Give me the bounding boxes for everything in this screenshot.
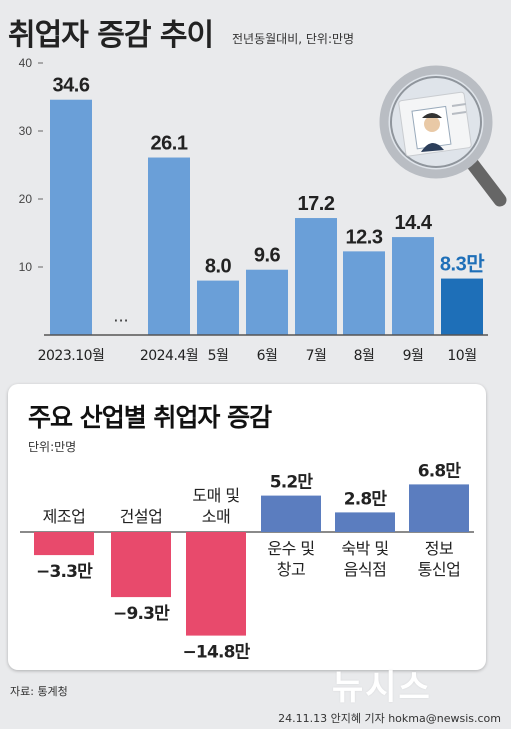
bar — [246, 269, 288, 335]
x-tick-label: 5월 — [208, 348, 229, 364]
bar — [50, 99, 92, 335]
bar-value-label: 17.2 — [298, 193, 335, 215]
page-title: 취업자 증감 추이 — [8, 18, 214, 53]
industry-panel-unit: 단위:만명 — [28, 440, 77, 454]
bar — [295, 218, 337, 335]
watermark-logo: 뉴시스 — [332, 668, 432, 708]
y-tick-label: 40 — [19, 56, 33, 70]
bar-value-label: 8.0 — [205, 256, 232, 278]
x-tick-label: 8월 — [354, 348, 375, 364]
bar-value-label: 14.4 — [395, 212, 433, 234]
x-tick-label: 9월 — [403, 348, 424, 364]
x-tick-label: 2024.4월 — [140, 348, 198, 364]
bar-value-label: 8.3만 — [440, 253, 485, 276]
bar-value-label: 9.6 — [254, 245, 281, 267]
x-tick-label: 7월 — [306, 348, 327, 364]
industry-panel — [8, 384, 486, 670]
y-tick-label: 20 — [19, 192, 33, 206]
source-note: 자료: 통계청 — [10, 685, 68, 698]
bar-value-label: 12.3 — [346, 226, 383, 248]
y-tick-label: 30 — [19, 124, 33, 138]
employment-trend-chart: 10 20 30 40 34.6 2023.10월 26.1 2024.4월 8.0 5월 9.6 6… — [19, 56, 488, 364]
bar-value-label: 34.6 — [53, 75, 90, 97]
bar — [197, 280, 239, 335]
axis-break-marker: ··· — [113, 311, 128, 330]
industry-panel-title: 주요 산업별 취업자 증감 — [28, 403, 272, 432]
credit-line: 24.11.13 안지혜 기자 hokma@newsis.com — [278, 712, 501, 725]
x-tick-label: 10월 — [447, 348, 476, 364]
bar-value-label: 26.1 — [151, 133, 188, 155]
x-tick-label: 2023.10월 — [38, 348, 105, 364]
bar — [441, 278, 483, 335]
unit-note: 전년동월대비, 단위:만명 — [232, 32, 355, 46]
x-tick-label: 6월 — [257, 348, 278, 364]
bar — [343, 251, 385, 335]
y-tick-label: 10 — [19, 260, 33, 274]
bar — [148, 157, 190, 335]
bar — [392, 237, 434, 335]
